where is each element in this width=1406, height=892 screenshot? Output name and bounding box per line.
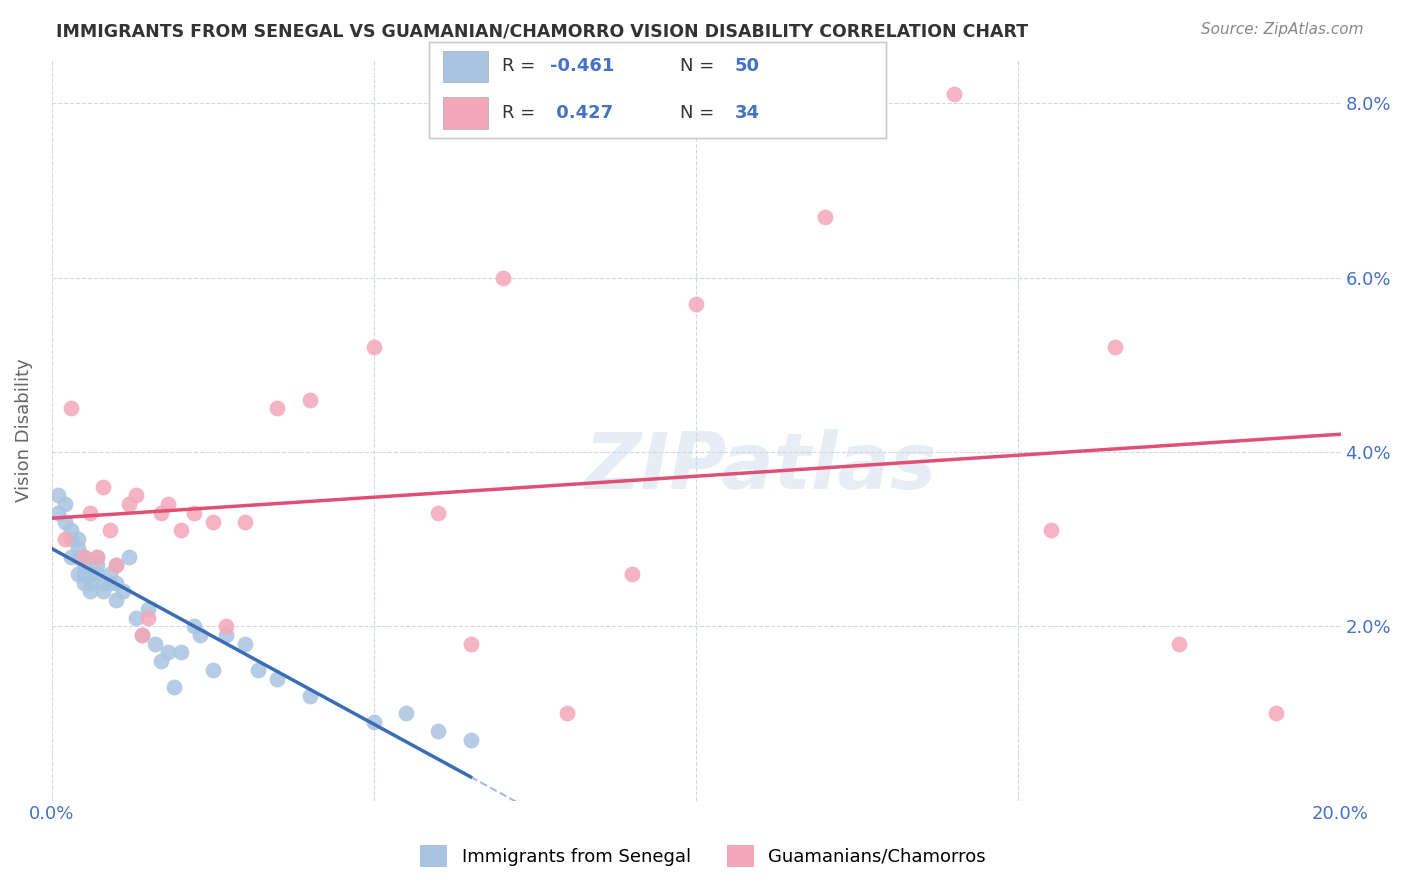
Point: [215, 619, 238, 633]
Point: [111, 584, 134, 599]
Point: [98, 566, 121, 581]
Point: [118, 549, 141, 564]
Point: [66, 549, 89, 564]
Point: [363, 340, 385, 354]
Point: [266, 401, 288, 416]
Point: [246, 663, 269, 677]
Point: [66, 541, 89, 555]
Text: 50: 50: [735, 57, 761, 76]
Point: [138, 610, 160, 624]
Point: [169, 645, 191, 659]
Point: [79, 584, 101, 599]
Point: [460, 637, 482, 651]
Point: [233, 515, 256, 529]
Point: [105, 558, 128, 573]
Point: [1168, 637, 1191, 651]
Point: [53, 497, 76, 511]
Point: [156, 645, 179, 659]
Text: 0.427: 0.427: [550, 103, 613, 121]
Point: [427, 506, 450, 520]
Y-axis label: Vision Disability: Vision Disability: [15, 359, 32, 502]
Point: [395, 706, 418, 721]
Point: [460, 732, 482, 747]
Text: 34: 34: [735, 103, 761, 121]
Point: [124, 488, 146, 502]
Bar: [443, 97, 488, 128]
Point: [156, 497, 179, 511]
Point: [73, 575, 96, 590]
Point: [79, 575, 101, 590]
Point: [79, 506, 101, 520]
Text: IMMIGRANTS FROM SENEGAL VS GUAMANIAN/CHAMORRO VISION DISABILITY CORRELATION CHAR: IMMIGRANTS FROM SENEGAL VS GUAMANIAN/CHA…: [56, 22, 1028, 40]
Point: [138, 602, 160, 616]
Point: [105, 558, 128, 573]
Point: [942, 87, 965, 102]
Text: N =: N =: [681, 57, 720, 76]
Point: [86, 549, 108, 564]
Point: [53, 532, 76, 546]
Point: [118, 497, 141, 511]
Point: [46, 488, 69, 502]
Point: [183, 619, 205, 633]
Point: [1104, 340, 1126, 354]
Point: [620, 566, 643, 581]
Point: [201, 663, 224, 677]
Point: [163, 681, 186, 695]
Point: [46, 506, 69, 520]
Point: [60, 524, 83, 538]
Point: [86, 566, 108, 581]
Bar: [443, 51, 488, 82]
Point: [150, 506, 173, 520]
Point: [66, 566, 89, 581]
Point: [73, 566, 96, 581]
Point: [98, 575, 121, 590]
Point: [86, 549, 108, 564]
Point: [1265, 706, 1288, 721]
Point: [266, 672, 288, 686]
Text: R =: R =: [502, 57, 541, 76]
Text: ZIPatlas: ZIPatlas: [585, 429, 936, 505]
Point: [60, 401, 83, 416]
Point: [555, 706, 578, 721]
Point: [169, 524, 191, 538]
Point: [60, 532, 83, 546]
Point: [91, 480, 114, 494]
Point: [60, 549, 83, 564]
Point: [131, 628, 153, 642]
Point: [685, 296, 707, 310]
Point: [1039, 524, 1062, 538]
Point: [66, 532, 89, 546]
Point: [86, 558, 108, 573]
Point: [143, 637, 166, 651]
Point: [73, 549, 96, 564]
Legend: Immigrants from Senegal, Guamanians/Chamorros: Immigrants from Senegal, Guamanians/Cham…: [413, 838, 993, 874]
Point: [98, 524, 121, 538]
Point: [183, 506, 205, 520]
Point: [105, 593, 128, 607]
Text: Source: ZipAtlas.com: Source: ZipAtlas.com: [1201, 22, 1364, 37]
Point: [363, 715, 385, 730]
Point: [298, 689, 321, 703]
Point: [131, 628, 153, 642]
Point: [73, 549, 96, 564]
Point: [124, 610, 146, 624]
Text: N =: N =: [681, 103, 720, 121]
Text: -0.461: -0.461: [550, 57, 614, 76]
Text: R =: R =: [502, 103, 541, 121]
Point: [91, 575, 114, 590]
Point: [814, 210, 837, 224]
Point: [215, 628, 238, 642]
Point: [233, 637, 256, 651]
Point: [79, 566, 101, 581]
Point: [188, 628, 211, 642]
Point: [105, 575, 128, 590]
Point: [298, 392, 321, 407]
Point: [73, 558, 96, 573]
Point: [150, 654, 173, 668]
Point: [427, 723, 450, 738]
Point: [492, 270, 515, 285]
Point: [91, 584, 114, 599]
Point: [201, 515, 224, 529]
Point: [53, 515, 76, 529]
